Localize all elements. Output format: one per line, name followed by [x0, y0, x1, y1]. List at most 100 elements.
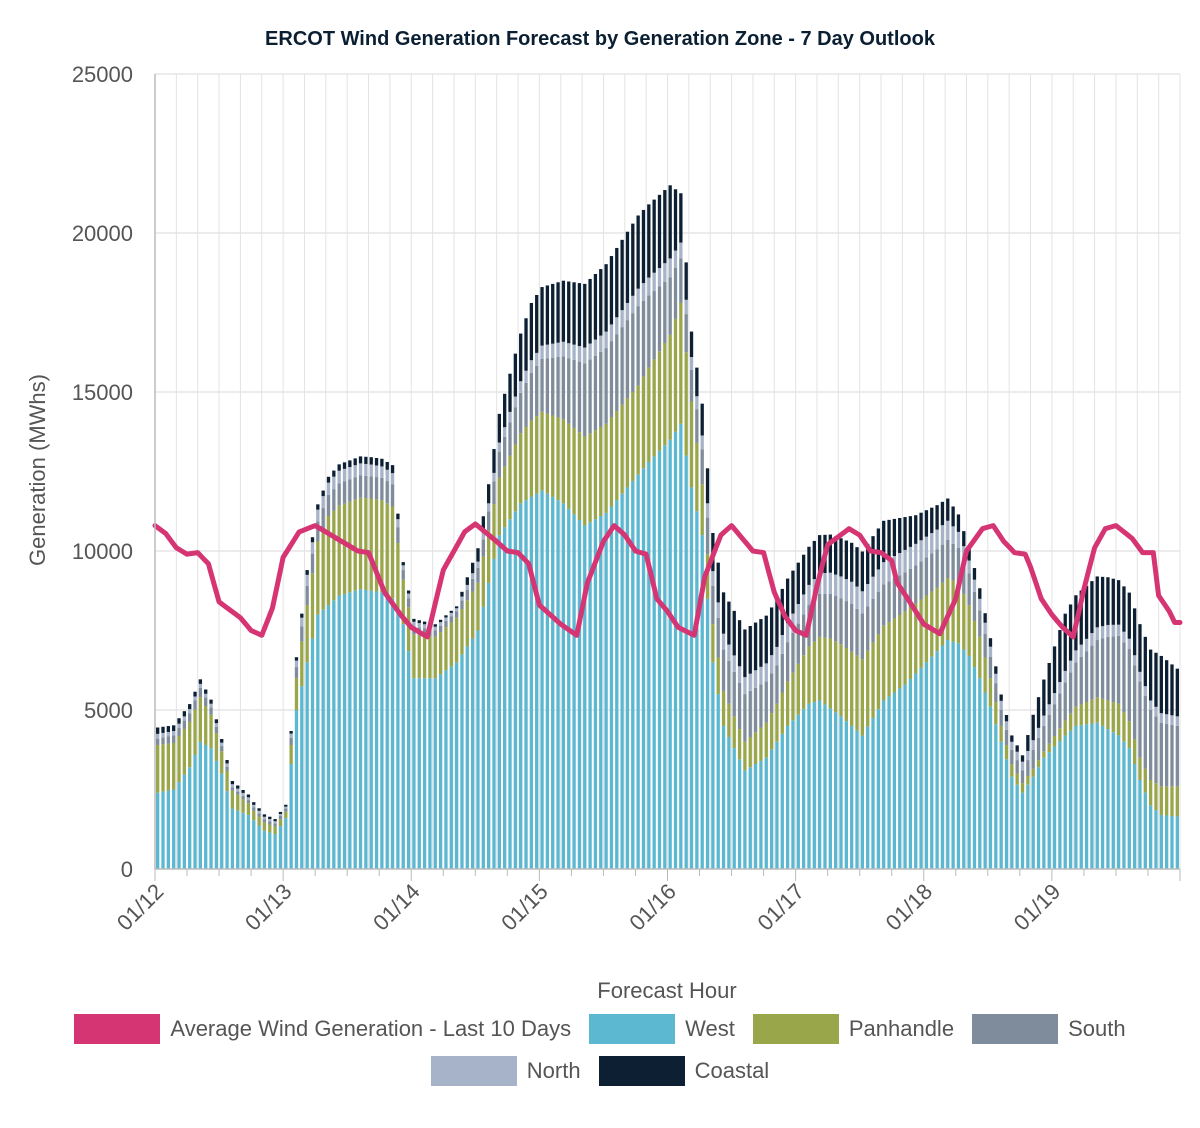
legend-label-south: South: [1068, 1016, 1126, 1041]
bar-north: [951, 526, 955, 544]
bar-north: [188, 709, 192, 714]
bar-coastal: [807, 546, 811, 585]
bar-north: [209, 703, 213, 708]
bar-south: [1063, 682, 1067, 721]
bar-west: [631, 481, 635, 869]
bar-west: [588, 522, 592, 869]
bar-west: [1122, 741, 1126, 869]
bar-west: [956, 643, 961, 869]
grid: [154, 73, 1181, 870]
bar-panhandle: [631, 392, 635, 482]
bar-south: [326, 494, 331, 517]
bar-coastal: [529, 302, 534, 361]
bar-north: [1015, 751, 1019, 761]
bar-coastal: [753, 622, 758, 671]
bar-south: [785, 642, 790, 682]
bar-coastal: [604, 264, 608, 332]
bar-coastal: [492, 449, 496, 473]
bar-coastal: [791, 570, 795, 614]
bar-south: [1095, 640, 1099, 698]
bar-coastal: [695, 367, 699, 397]
bar-coastal: [204, 689, 208, 694]
bar-panhandle: [1100, 698, 1105, 726]
bar-north: [497, 442, 501, 452]
bar-coastal: [524, 318, 528, 371]
bar-west: [1100, 725, 1105, 869]
bar-panhandle: [898, 614, 902, 689]
legend-item-panhandle[interactable]: Panhandle: [752, 1014, 954, 1044]
bar-panhandle: [967, 605, 971, 656]
bar-coastal: [615, 247, 619, 318]
bar-coastal: [225, 760, 229, 764]
bar-south: [230, 787, 235, 791]
legend-item-average[interactable]: Average Wind Generation - Last 10 Days: [74, 1014, 571, 1044]
bar-coastal: [625, 231, 630, 303]
bar-north: [828, 572, 832, 594]
bar-coastal: [401, 562, 405, 566]
bar-panhandle: [737, 729, 742, 760]
bar-west: [737, 759, 742, 869]
bar-south: [1042, 725, 1046, 752]
bar-west: [353, 590, 357, 869]
bar-coastal: [396, 513, 400, 520]
legend-item-north[interactable]: North: [430, 1056, 581, 1086]
bar-north: [172, 731, 176, 736]
bar-north: [438, 622, 443, 626]
bar-south: [652, 291, 656, 360]
bar-west: [1138, 779, 1142, 869]
bar-south: [823, 593, 827, 638]
bar-south: [641, 300, 646, 377]
bar-north: [1175, 716, 1179, 726]
bar-south: [332, 489, 336, 511]
bar-coastal: [1020, 755, 1025, 762]
bar-north: [545, 344, 550, 359]
bar-panhandle: [951, 580, 955, 642]
bar-south: [962, 560, 966, 594]
bar-south: [177, 728, 181, 736]
bar-south: [289, 737, 293, 745]
bar-panhandle: [284, 811, 288, 819]
bar-panhandle: [1127, 721, 1131, 749]
bar-panhandle: [860, 659, 865, 736]
bar-coastal: [663, 190, 667, 264]
bar-west: [705, 598, 710, 869]
bar-coastal: [1154, 652, 1158, 707]
bar-south: [1047, 715, 1051, 744]
bar-north: [705, 503, 710, 518]
bar-north: [860, 591, 865, 614]
legend-item-west[interactable]: West: [589, 1014, 735, 1044]
bar-north: [983, 622, 987, 634]
legend-item-coastal[interactable]: Coastal: [598, 1056, 769, 1086]
bar-panhandle: [908, 607, 913, 679]
bar-north: [823, 572, 827, 594]
bar-north: [1063, 670, 1067, 683]
bar-panhandle: [214, 733, 219, 761]
bar-north: [1143, 686, 1147, 696]
bar-south: [919, 561, 923, 600]
bar-panhandle: [1058, 728, 1062, 742]
bar-north: [1004, 721, 1009, 730]
bar-north: [1084, 638, 1089, 652]
bar-south: [1100, 638, 1105, 699]
average-line-layer: [152, 521, 1183, 640]
bar-panhandle: [903, 611, 907, 685]
bar-coastal: [994, 666, 998, 674]
bar-west: [492, 558, 496, 869]
bar-west: [801, 709, 806, 869]
bar-panhandle: [412, 634, 416, 679]
bar-coastal: [871, 536, 875, 577]
legend-label-west: West: [685, 1016, 735, 1041]
bar-south: [988, 657, 993, 679]
legend-item-south[interactable]: South: [972, 1014, 1126, 1044]
bar-coastal: [220, 738, 224, 743]
bar-south: [908, 568, 913, 608]
bar-north: [348, 467, 352, 480]
legend-swatch-north: [430, 1056, 517, 1086]
bar-south: [444, 620, 448, 628]
bar-south: [257, 813, 261, 817]
bar-south: [769, 673, 774, 714]
bar-panhandle: [198, 697, 203, 742]
bar-coastal: [358, 456, 363, 464]
bar-north: [668, 258, 672, 278]
legend-row-2: North Coastal: [0, 1056, 1200, 1086]
